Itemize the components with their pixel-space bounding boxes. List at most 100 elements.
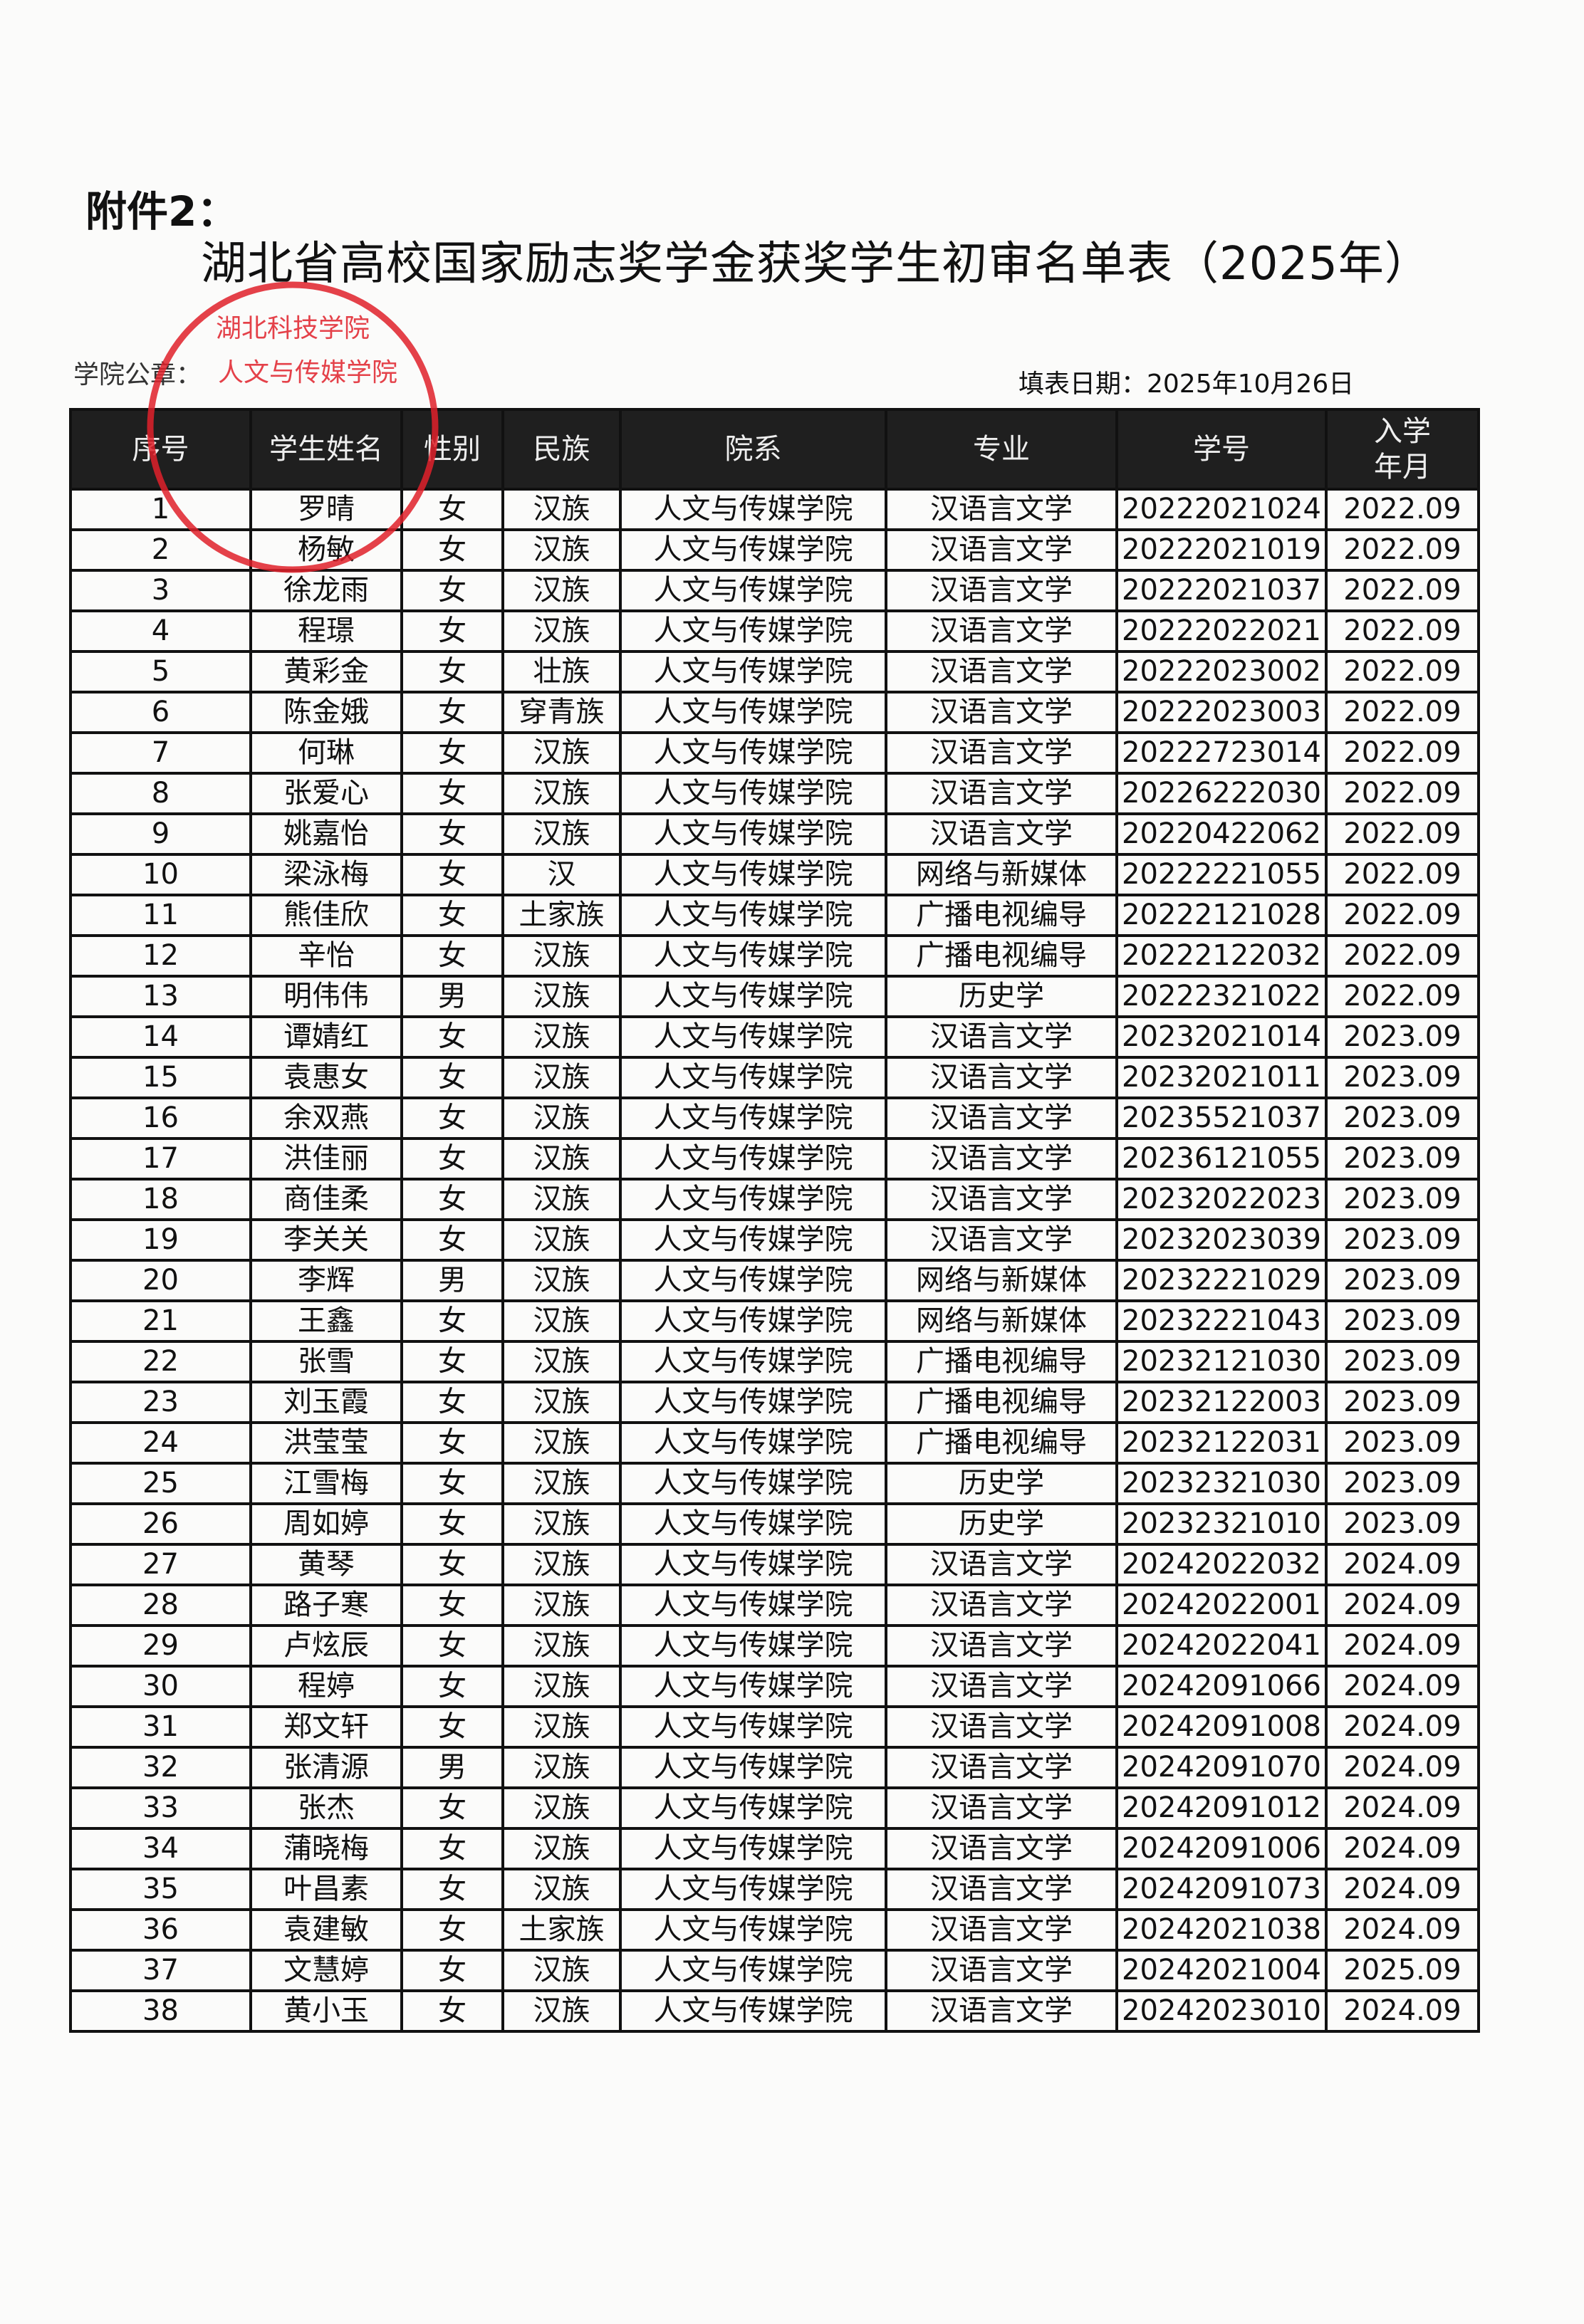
- table-row: 38 黄小玉女汉族 人文与传媒学院 汉语言文学 20242023010 2024.09: [69, 1989, 1480, 2033]
- col-student-name-cell: 商佳柔: [249, 1178, 403, 1221]
- col-department-cell: 人文与传媒学院: [619, 1624, 887, 1668]
- col-ethnicity-cell: 汉族: [501, 1056, 622, 1099]
- col-ethnicity-cell: 汉族: [501, 1015, 622, 1059]
- col-index-cell: 4: [69, 609, 252, 653]
- col-major-cell: 汉语言文学: [885, 1137, 1118, 1181]
- col-ethnicity-cell: 汉族: [501, 1259, 622, 1302]
- col-student-name-cell: 徐龙雨: [249, 569, 403, 612]
- col-index-cell: 14: [69, 1015, 252, 1059]
- col-enrollment-cell: 2023.09: [1325, 1299, 1480, 1343]
- col-student-name-cell: 陈金娥: [249, 691, 403, 734]
- header-col-enrollment: 入学 年月: [1325, 408, 1480, 491]
- table-row: 30 程婷女汉族 人文与传媒学院 汉语言文学 20242091066 2024.09: [69, 1665, 1480, 1708]
- table-row: 28 路子寒女汉族 人文与传媒学院 汉语言文学 20242022001 2024.09: [69, 1584, 1480, 1627]
- col-ethnicity-cell: 汉族: [501, 1989, 622, 2033]
- col-department-cell: 人文与传媒学院: [619, 1786, 887, 1830]
- header-col-major: 专业: [885, 408, 1118, 491]
- col-student-name-cell: 黄小玉: [249, 1989, 403, 2033]
- col-major-cell: 汉语言文学: [885, 650, 1118, 693]
- col-ethnicity-cell: 汉族: [501, 1665, 622, 1708]
- col-department-cell: 人文与传媒学院: [619, 1462, 887, 1505]
- col-ethnicity-cell: 汉族: [501, 609, 622, 653]
- col-ethnicity-cell: 壮族: [501, 650, 622, 693]
- header-col-student-id: 学号: [1115, 408, 1328, 491]
- col-student-id-cell: 20222321022: [1115, 975, 1328, 1018]
- col-student-id-cell: 20235521037: [1115, 1096, 1328, 1140]
- col-department-cell: 人文与传媒学院: [619, 691, 887, 734]
- col-enrollment-cell: 2023.09: [1325, 1462, 1480, 1505]
- col-student-name-cell: 卢炫辰: [249, 1624, 403, 1668]
- col-major-cell: 汉语言文学: [885, 1827, 1118, 1870]
- col-gender-cell: 女: [400, 772, 504, 815]
- table-row: 9 姚嘉怡女汉族 人文与传媒学院 汉语言文学 20220422062 2022.09: [69, 812, 1480, 856]
- col-student-id-cell: 20222023002: [1115, 650, 1328, 693]
- col-index-cell: 7: [69, 731, 252, 775]
- col-gender-cell: 女: [400, 1218, 504, 1262]
- col-ethnicity-cell: 汉族: [501, 1786, 622, 1830]
- col-ethnicity-cell: 汉族: [501, 1584, 622, 1627]
- col-enrollment-cell: 2023.09: [1325, 1340, 1480, 1383]
- col-enrollment-cell: 2024.09: [1325, 1624, 1480, 1668]
- header-col-ethnicity: 民族: [501, 408, 622, 491]
- col-student-id-cell: 20242021038: [1115, 1908, 1328, 1952]
- col-enrollment-cell: 2024.09: [1325, 1543, 1480, 1586]
- col-department-cell: 人文与传媒学院: [619, 1908, 887, 1952]
- col-enrollment-cell: 2023.09: [1325, 1259, 1480, 1302]
- col-ethnicity-cell: 汉族: [501, 1137, 622, 1181]
- header-col-gender: 性别: [400, 408, 504, 491]
- col-ethnicity-cell: 汉族: [501, 1462, 622, 1505]
- col-gender-cell: 女: [400, 1015, 504, 1059]
- col-major-cell: 汉语言文学: [885, 1908, 1118, 1952]
- col-enrollment-cell: 2022.09: [1325, 934, 1480, 978]
- col-gender-cell: 女: [400, 1502, 504, 1546]
- col-gender-cell: 男: [400, 975, 504, 1018]
- col-department-cell: 人文与传媒学院: [619, 1096, 887, 1140]
- col-enrollment-cell: 2023.09: [1325, 1381, 1480, 1424]
- attachment-label: 附件2：: [85, 187, 239, 236]
- col-ethnicity-cell: 汉族: [501, 772, 622, 815]
- col-major-cell: 汉语言文学: [885, 1218, 1118, 1262]
- col-gender-cell: 女: [400, 528, 504, 572]
- col-department-cell: 人文与传媒学院: [619, 1259, 887, 1302]
- col-enrollment-cell: 2022.09: [1325, 772, 1480, 815]
- col-ethnicity-cell: 汉族: [501, 1868, 622, 1911]
- col-student-id-cell: 20232321030: [1115, 1462, 1328, 1505]
- col-enrollment-cell: 2022.09: [1325, 528, 1480, 572]
- col-enrollment-cell: 2022.09: [1325, 488, 1480, 531]
- table-row: 17 洪佳丽女汉族 人文与传媒学院 汉语言文学 20236121055 2023.09: [69, 1137, 1480, 1181]
- col-enrollment-cell: 2024.09: [1325, 1584, 1480, 1627]
- col-ethnicity-cell: 汉族: [501, 975, 622, 1018]
- col-major-cell: 汉语言文学: [885, 812, 1118, 856]
- col-index-cell: 13: [69, 975, 252, 1018]
- col-department-cell: 人文与传媒学院: [619, 772, 887, 815]
- col-index-cell: 29: [69, 1624, 252, 1668]
- col-enrollment-cell: 2023.09: [1325, 1502, 1480, 1546]
- table-header-row: 序号 学生姓名 性别 民族 院系 专业 学号 入学 年月: [69, 408, 1480, 491]
- col-student-id-cell: 20222121028: [1115, 894, 1328, 937]
- col-enrollment-cell: 2024.09: [1325, 1908, 1480, 1952]
- col-ethnicity-cell: 汉族: [501, 569, 622, 612]
- col-student-id-cell: 20232022023: [1115, 1178, 1328, 1221]
- col-gender-cell: 女: [400, 1868, 504, 1911]
- col-index-cell: 34: [69, 1827, 252, 1870]
- table-row: 2 杨敏女汉族 人文与传媒学院 汉语言文学 20222021019 2022.09: [69, 528, 1480, 572]
- col-student-name-cell: 李辉: [249, 1259, 403, 1302]
- table-row: 36 袁建敏女土家族 人文与传媒学院 汉语言文学 20242021038 2024.09: [69, 1908, 1480, 1952]
- table-row: 10 梁泳梅女汉人文与传媒学院 网络与新媒体 20222221055 2022.09: [69, 853, 1480, 896]
- col-major-cell: 汉语言文学: [885, 1868, 1118, 1911]
- col-department-cell: 人文与传媒学院: [619, 488, 887, 531]
- col-index-cell: 6: [69, 691, 252, 734]
- col-student-name-cell: 杨敏: [249, 528, 403, 572]
- col-department-cell: 人文与传媒学院: [619, 1827, 887, 1870]
- col-index-cell: 10: [69, 853, 252, 896]
- col-department-cell: 人文与传媒学院: [619, 1502, 887, 1546]
- table-row: 24 洪莹莹女汉族 人文与传媒学院 广播电视编导 20232122031 2023.09: [69, 1421, 1480, 1465]
- col-student-id-cell: 20222023003: [1115, 691, 1328, 734]
- table-row: 23 刘玉霞女汉族 人文与传媒学院 广播电视编导 20232122003 2023.09: [69, 1381, 1480, 1424]
- col-major-cell: 汉语言文学: [885, 1178, 1118, 1221]
- col-student-id-cell: 20222723014: [1115, 731, 1328, 775]
- col-index-cell: 25: [69, 1462, 252, 1505]
- col-student-id-cell: 20222021019: [1115, 528, 1328, 572]
- col-index-cell: 15: [69, 1056, 252, 1099]
- col-major-cell: 广播电视编导: [885, 934, 1118, 978]
